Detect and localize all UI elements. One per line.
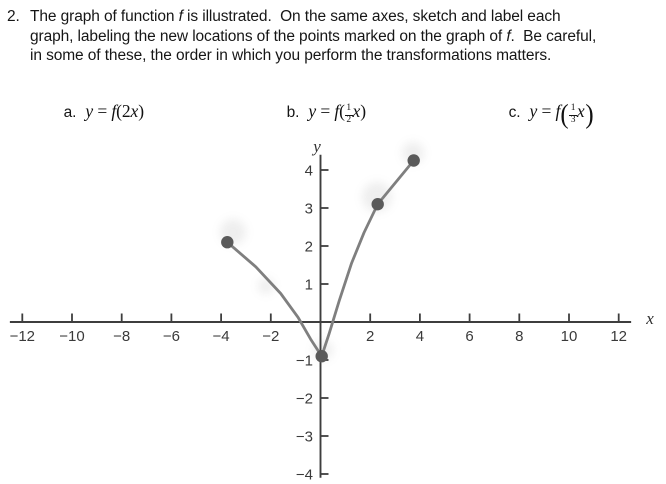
text-run: ) <box>138 101 144 121</box>
math-italic: f <box>506 27 511 45</box>
problem-line: The graph of function f is illustrated. … <box>30 7 663 27</box>
x-tick-label: 8 <box>515 328 523 345</box>
math-italic: y <box>529 101 538 121</box>
text-run: = <box>537 101 556 121</box>
text-run: graph, labeling the new locations of the… <box>30 27 507 45</box>
math-italic: x <box>352 101 361 121</box>
y-axis-title: y <box>311 137 321 156</box>
text-run: = <box>316 101 335 121</box>
x-tick-label: 12 <box>610 328 627 345</box>
part-c-formula: y = f(1 3 x) <box>529 99 594 129</box>
math-italic: x <box>576 101 585 121</box>
text-run: . Be careful, <box>510 27 597 45</box>
math-italic: f <box>334 101 340 121</box>
math-italic: f <box>111 101 117 121</box>
x-axis-title: x <box>645 309 654 328</box>
problem-parts: a. y = f(2x) b. y = f(1 2 x) c. y = f(1 3 x) <box>7 63 663 128</box>
text-run: ) <box>360 101 366 121</box>
y-tick-label: −4 <box>296 466 313 483</box>
x-tick-label: −2 <box>262 328 279 345</box>
problem-number: 2. <box>7 8 20 25</box>
text-run: (2 <box>116 101 131 121</box>
part-a-formula: y = f(2x) <box>85 101 144 121</box>
y-tick-label: 3 <box>305 200 313 217</box>
x-tick-label: 10 <box>561 328 578 345</box>
text-run: = <box>93 101 112 121</box>
fraction-numerator: 1 <box>569 103 577 116</box>
y-tick-label: 4 <box>305 162 313 179</box>
part-b-formula: y = f(1 2 x) <box>308 101 366 125</box>
part-a: a. y = f(2x) <box>30 63 144 161</box>
marked-point <box>407 154 420 167</box>
scan-smudge-decoration <box>362 182 392 212</box>
x-tick-label: −6 <box>163 328 180 345</box>
y-tick-label: −2 <box>296 390 313 407</box>
math-italic: f <box>178 8 183 25</box>
part-c-label: c. <box>508 104 521 121</box>
x-tick-label: −12 <box>10 328 35 345</box>
marked-point <box>315 350 328 363</box>
fraction-denominator: 2 <box>346 115 352 125</box>
x-tick-label: −4 <box>213 328 230 345</box>
text-run: is illustrated. On the same axes, sketch… <box>182 8 561 25</box>
scan-smudge-decoration <box>258 278 274 294</box>
x-tick-label: −10 <box>59 328 84 345</box>
x-tick-label: 4 <box>416 328 424 345</box>
y-tick-label: 2 <box>305 238 313 255</box>
math-italic: y <box>308 101 317 121</box>
problem-statement: The graph of function f is illustrated. … <box>30 7 663 66</box>
problem-block: 2. The graph of function f is illustrate… <box>7 7 663 128</box>
marked-point <box>371 198 384 211</box>
y-tick-label: −1 <box>296 352 313 369</box>
part-c: c. y = f(1 3 x) <box>475 63 594 161</box>
x-tick-label: −8 <box>113 328 130 345</box>
part-b: b. y = f(1 2 x) <box>253 63 366 161</box>
part-b-label: b. <box>286 104 300 121</box>
part-a-label: a. <box>63 104 77 121</box>
y-tick-label: 1 <box>305 276 313 293</box>
fraction-denominator: 3 <box>570 115 576 125</box>
x-tick-label: 2 <box>366 328 374 345</box>
text-run: in some of these, the order in which you… <box>30 47 552 64</box>
text-run: ( <box>339 101 345 121</box>
math-italic: f <box>555 101 561 121</box>
marked-point <box>221 236 234 249</box>
math-italic: y <box>85 101 94 121</box>
math-italic: x <box>130 101 139 121</box>
problem-line: in some of these, the order in which you… <box>30 46 663 66</box>
x-tick-label: 6 <box>465 328 473 345</box>
fraction-numerator: 1 <box>344 103 353 116</box>
text-run: The graph of function <box>30 8 179 25</box>
problem-line: graph, labeling the new locations of the… <box>30 27 663 47</box>
function-curve <box>225 159 416 358</box>
y-tick-label: −3 <box>296 428 313 445</box>
